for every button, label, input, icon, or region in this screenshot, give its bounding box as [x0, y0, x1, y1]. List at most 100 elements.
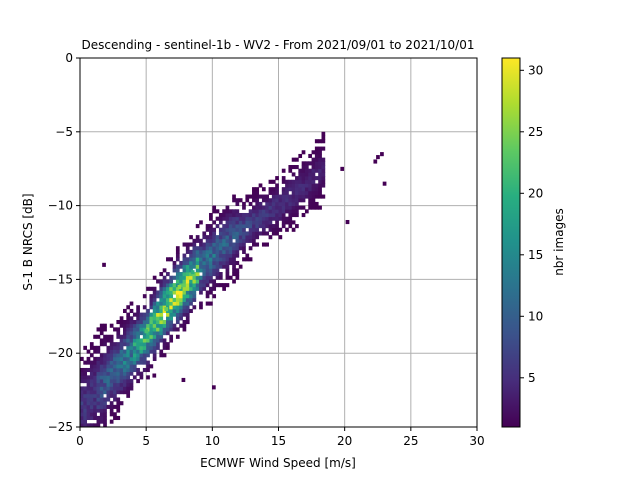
heatmap-cell	[129, 356, 134, 361]
heatmap-cell	[185, 312, 190, 317]
heatmap-cell	[321, 165, 326, 170]
heatmap-cell	[119, 323, 124, 328]
heatmap-cell	[218, 231, 223, 236]
heatmap-cell	[248, 194, 253, 199]
heatmap-cell	[212, 253, 217, 258]
heatmap-cell	[314, 176, 319, 181]
heatmap-cell	[271, 224, 276, 229]
heatmap-cell	[142, 294, 147, 299]
heatmap-cell	[93, 404, 97, 409]
heatmap-cell	[96, 356, 101, 361]
heatmap-cell	[295, 176, 299, 181]
heatmap-cell	[301, 176, 306, 181]
heatmap-cell	[189, 242, 193, 247]
heatmap-cell	[123, 308, 127, 314]
heatmap-cell	[281, 209, 286, 214]
heatmap-cell	[285, 183, 289, 188]
heatmap-cell	[123, 360, 127, 365]
heatmap-cell	[318, 183, 322, 188]
heatmap-cell	[192, 275, 197, 280]
heatmap-cell	[314, 157, 319, 162]
heatmap-cell	[248, 257, 253, 262]
heatmap-cell	[318, 139, 322, 144]
heatmap-cell	[248, 209, 253, 214]
heatmap-cell	[321, 179, 326, 184]
heatmap-cell	[162, 342, 167, 347]
heatmap-cell	[275, 187, 279, 192]
heatmap-cell	[218, 242, 223, 247]
heatmap-cell	[189, 301, 193, 306]
heatmap-cell	[123, 323, 127, 328]
heatmap-cell	[222, 242, 226, 247]
heatmap-cell	[99, 419, 104, 424]
heatmap-cell	[149, 312, 154, 317]
heatmap-cell	[175, 308, 180, 314]
heatmap-cell	[321, 157, 326, 162]
heatmap-cell	[152, 312, 157, 317]
heatmap-cell	[89, 375, 94, 380]
heatmap-cell	[281, 216, 286, 221]
heatmap-cell	[119, 401, 124, 406]
heatmap-cell	[314, 190, 319, 195]
heatmap-cell	[212, 246, 217, 251]
heatmap-cell	[103, 397, 107, 402]
heatmap-cell	[195, 275, 200, 280]
heatmap-cell	[83, 345, 88, 350]
heatmap-cell	[242, 231, 246, 236]
heatmap-cell	[275, 183, 279, 188]
heatmap-cell	[205, 253, 210, 258]
heatmap-cell	[159, 297, 164, 302]
heatmap-cell	[235, 209, 240, 214]
heatmap-cell	[252, 198, 256, 203]
heatmap-cell	[182, 268, 187, 273]
heatmap-cell	[304, 209, 309, 214]
heatmap-cell	[172, 260, 177, 266]
x-tick-label: 30	[469, 434, 484, 448]
heatmap-cell	[218, 283, 223, 288]
heatmap-cell	[278, 198, 283, 203]
heatmap-cell	[109, 338, 114, 343]
heatmap-cell	[93, 349, 97, 354]
heatmap-cell	[199, 257, 203, 262]
heatmap-cell	[308, 187, 312, 192]
heatmap-cell	[89, 386, 94, 391]
heatmap-cell	[152, 294, 157, 299]
heatmap-cell	[261, 205, 266, 210]
heatmap-cell	[321, 131, 326, 136]
heatmap-cell	[156, 338, 160, 343]
heatmap-cell	[232, 257, 236, 262]
heatmap-cell	[215, 238, 220, 243]
heatmap-cell	[162, 290, 167, 295]
heatmap-cell	[132, 345, 137, 350]
heatmap-cell	[195, 286, 200, 291]
heatmap-cell	[89, 390, 94, 395]
heatmap-cell	[235, 201, 240, 206]
heatmap-cell	[252, 194, 256, 199]
heatmap-cell	[182, 290, 187, 295]
heatmap-cell	[136, 319, 140, 325]
heatmap-cell	[106, 353, 111, 358]
heatmap-cell	[242, 212, 246, 218]
heatmap-cell	[288, 198, 293, 203]
heatmap-cell	[113, 390, 117, 395]
heatmap-cell	[136, 327, 140, 332]
heatmap-cell	[212, 286, 217, 291]
heatmap-cell	[212, 227, 217, 232]
heatmap-cell	[83, 371, 88, 376]
heatmap-cell	[218, 238, 223, 243]
heatmap-cell	[271, 187, 276, 192]
heatmap-cell	[225, 205, 230, 210]
heatmap-cell	[156, 334, 160, 339]
heatmap-cell	[212, 268, 217, 273]
heatmap-cell	[113, 412, 117, 417]
heatmap-cell	[189, 260, 193, 266]
heatmap-cell	[129, 349, 134, 354]
heatmap-cell	[96, 371, 101, 376]
heatmap-cell	[199, 242, 203, 247]
heatmap-outlier-cell	[376, 155, 380, 160]
heatmap-cell	[245, 235, 250, 240]
heatmap-cell	[146, 353, 150, 358]
heatmap-cell	[281, 176, 286, 181]
heatmap-cell	[218, 220, 223, 225]
heatmap-cell	[169, 301, 174, 306]
